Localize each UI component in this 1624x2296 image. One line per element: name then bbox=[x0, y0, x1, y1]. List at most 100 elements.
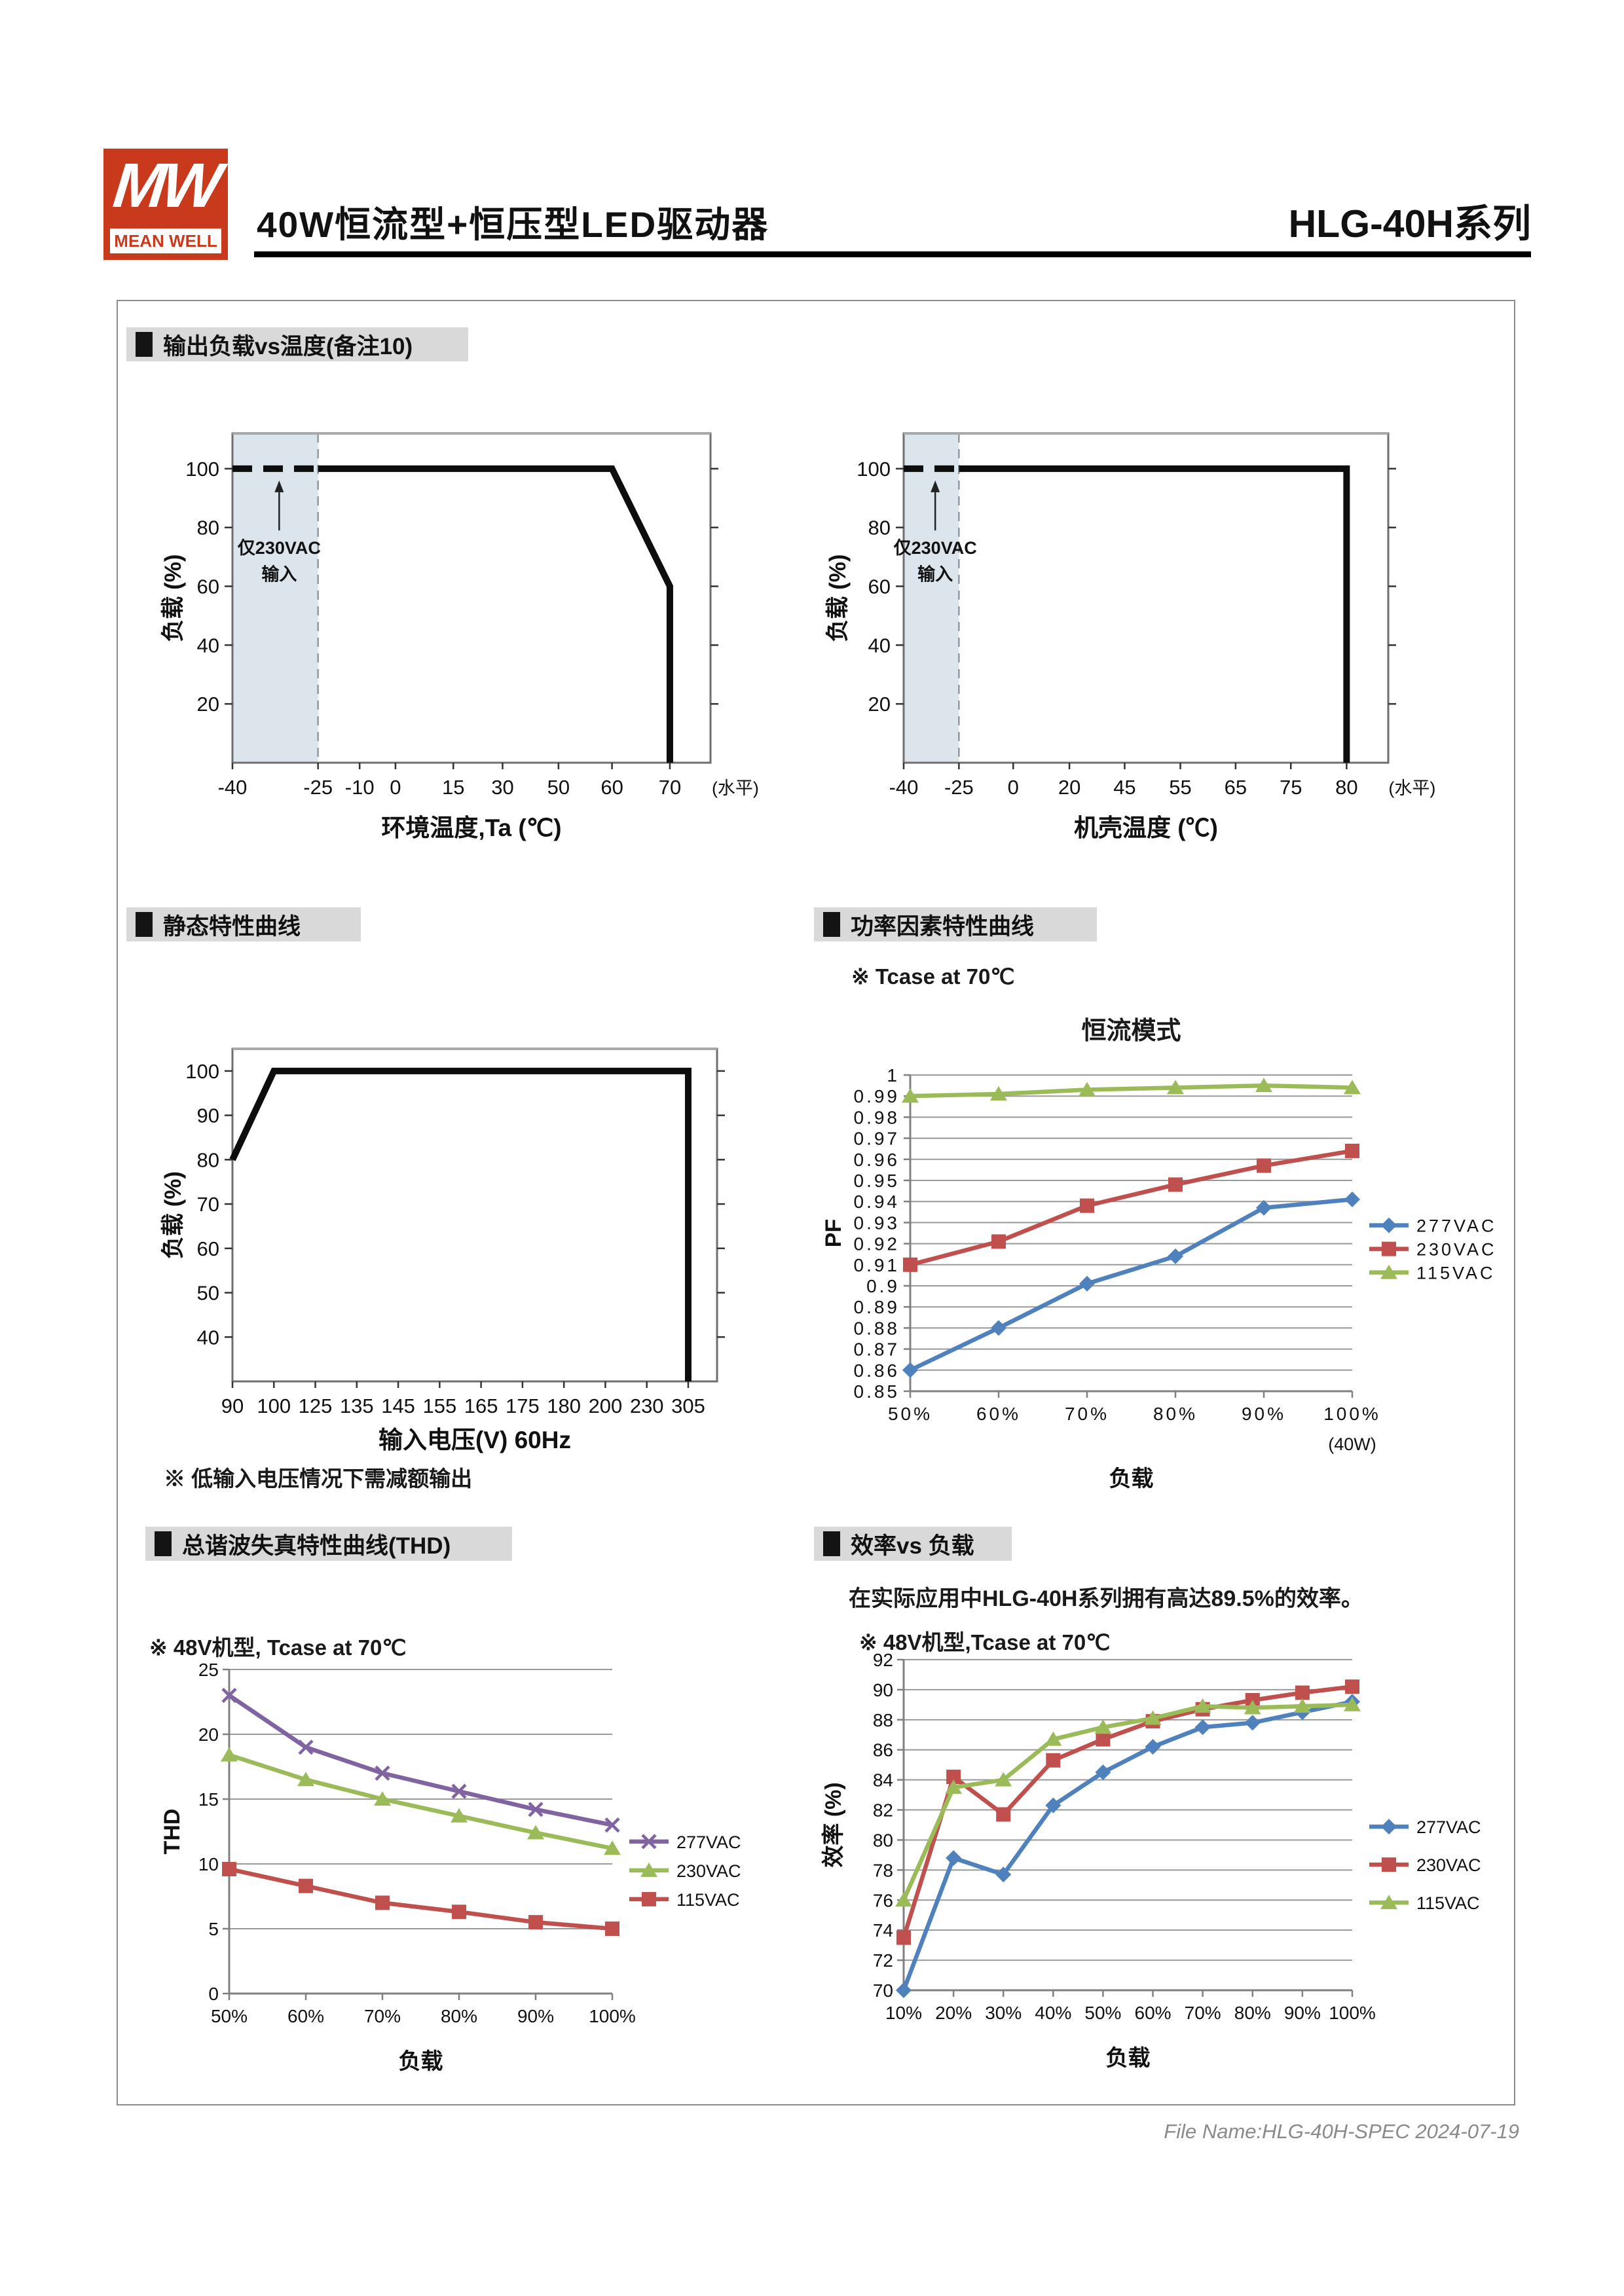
page-title: 40W恒流型+恒压型LED驱动器 bbox=[257, 204, 769, 245]
svg-text:76: 76 bbox=[873, 1890, 893, 1910]
svg-text:0: 0 bbox=[1008, 776, 1019, 799]
bullet-icon bbox=[155, 1531, 172, 1556]
svg-text:0.89: 0.89 bbox=[854, 1297, 900, 1317]
svg-text:50: 50 bbox=[197, 1282, 219, 1305]
svg-text:80: 80 bbox=[868, 517, 891, 539]
meanwell-logo: MW MEAN WELL bbox=[103, 149, 228, 260]
svg-text:0.94: 0.94 bbox=[854, 1192, 900, 1212]
svg-text:80: 80 bbox=[873, 1830, 893, 1850]
svg-text:80%: 80% bbox=[441, 2006, 477, 2026]
svg-text:90: 90 bbox=[197, 1104, 219, 1127]
footer-file-name: File Name:HLG-40H-SPEC 2024-07-19 bbox=[1164, 2120, 1519, 2143]
svg-text:0.92: 0.92 bbox=[854, 1234, 900, 1254]
svg-text:125: 125 bbox=[299, 1394, 333, 1417]
svg-text:输入: 输入 bbox=[261, 564, 297, 585]
svg-text:135: 135 bbox=[340, 1394, 374, 1417]
svg-text:0.98: 0.98 bbox=[854, 1107, 900, 1127]
pf-note: ※ Tcase at 70℃ bbox=[851, 964, 1015, 989]
svg-text:165: 165 bbox=[464, 1394, 498, 1417]
legend: 277VAC 230VAC 115VAC bbox=[1369, 1216, 1497, 1283]
svg-text:40: 40 bbox=[197, 634, 219, 657]
svg-text:55: 55 bbox=[1169, 776, 1191, 799]
thd-plot: 0 5 10 15 20 25 50% 60% 70% 80% 90% 100% 277VAC 230VA… bbox=[160, 1660, 741, 2074]
pf-plot: 0.850.860.870.880.890.90.910.920.930.940… bbox=[821, 1065, 1497, 1491]
svg-text:仅230VAC: 仅230VAC bbox=[238, 538, 321, 558]
svg-text:-40: -40 bbox=[889, 776, 919, 799]
section-title-label: 输出负载vs温度(备注10) bbox=[163, 333, 413, 359]
svg-text:25: 25 bbox=[198, 1660, 219, 1680]
section-title-pf: 功率因素特性曲线 bbox=[814, 907, 1097, 941]
svg-text:20%: 20% bbox=[935, 2003, 972, 2023]
svg-text:60%: 60% bbox=[976, 1404, 1021, 1424]
svg-text:15: 15 bbox=[442, 776, 464, 799]
svg-text:负载: 负载 bbox=[399, 2049, 443, 2074]
svg-text:40%: 40% bbox=[1035, 2003, 1071, 2023]
bullet-icon bbox=[136, 332, 153, 357]
svg-text:70: 70 bbox=[873, 1980, 893, 2001]
section-title-static: 静态特性曲线 bbox=[126, 907, 361, 941]
static-chart-note: ※ 低输入电压情况下需减额输出 bbox=[164, 1467, 473, 1491]
svg-text:-25: -25 bbox=[303, 776, 333, 799]
svg-text:50%: 50% bbox=[1084, 2003, 1121, 2023]
chart-thd: 0 5 10 15 20 25 50% 60% 70% 80% 90% 100% 277VAC 230VA… bbox=[157, 1656, 779, 2092]
legend: 277VAC 230VAC 115VAC bbox=[1369, 1817, 1481, 1913]
svg-text:输入电压(V) 60Hz: 输入电压(V) 60Hz bbox=[378, 1427, 571, 1453]
svg-text:负载: 负载 bbox=[1109, 1467, 1154, 1491]
svg-text:80: 80 bbox=[197, 517, 219, 539]
section-title-label: 效率vs 负载 bbox=[851, 1533, 974, 1559]
svg-text:90%: 90% bbox=[1284, 2003, 1321, 2023]
svg-text:-25: -25 bbox=[944, 776, 974, 799]
thd-note: ※ 48V机型, Tcase at 70℃ bbox=[149, 1635, 407, 1660]
svg-text:60%: 60% bbox=[1135, 2003, 1172, 2023]
svg-text:70: 70 bbox=[659, 776, 681, 799]
svg-text:0.85: 0.85 bbox=[854, 1381, 900, 1402]
svg-text:0.87: 0.87 bbox=[854, 1339, 900, 1360]
chart-ambient-derating: 20 40 60 80 100 -40 -25 -10 0 15 30 50 60 70 (水平) 仅230V… bbox=[157, 426, 766, 854]
svg-text:70%: 70% bbox=[1185, 2003, 1221, 2023]
svg-text:155: 155 bbox=[422, 1394, 456, 1417]
svg-text:60: 60 bbox=[600, 776, 623, 799]
bullet-icon bbox=[823, 912, 840, 937]
svg-text:305: 305 bbox=[671, 1394, 705, 1417]
svg-text:230VAC: 230VAC bbox=[1416, 1855, 1481, 1875]
svg-text:10: 10 bbox=[198, 1854, 219, 1874]
svg-text:0: 0 bbox=[208, 1984, 219, 2004]
svg-text:277VAC: 277VAC bbox=[1416, 1216, 1497, 1236]
eff-description: 在实际应用中HLG-40H系列拥有高达89.5%的效率。 bbox=[849, 1586, 1363, 1611]
chart-input-voltage: 40 50 60 70 80 90 100 90 100 125 135 145 155 165 175 18… bbox=[157, 1041, 766, 1470]
svg-text:82: 82 bbox=[873, 1800, 893, 1821]
svg-text:15: 15 bbox=[198, 1789, 219, 1810]
svg-text:100: 100 bbox=[185, 458, 219, 481]
svg-text:50: 50 bbox=[547, 776, 570, 799]
svg-text:92: 92 bbox=[873, 1650, 893, 1670]
chart-pf: 0.85 0.86 0.87 0.88 0.89 0.9 0.91 0.92 0.93 0.94 0… bbox=[819, 1065, 1513, 1496]
svg-text:负载 (%): 负载 (%) bbox=[825, 554, 851, 642]
pf-chart-title: 恒流模式 bbox=[1081, 1017, 1181, 1045]
svg-text:100: 100 bbox=[857, 458, 891, 481]
svg-text:88: 88 bbox=[873, 1710, 893, 1730]
svg-text:30%: 30% bbox=[985, 2003, 1022, 2023]
svg-text:0.99: 0.99 bbox=[854, 1086, 900, 1106]
title-underline bbox=[254, 251, 1531, 257]
svg-text:20: 20 bbox=[1058, 776, 1080, 799]
section-title-eff: 效率vs 负载 bbox=[814, 1527, 1012, 1561]
svg-text:115VAC: 115VAC bbox=[676, 1890, 740, 1910]
series-title: HLG-40H系列 bbox=[1288, 202, 1531, 246]
svg-text:75: 75 bbox=[1280, 776, 1302, 799]
svg-text:效率 (%): 效率 (%) bbox=[821, 1782, 846, 1867]
svg-text:60: 60 bbox=[197, 1237, 219, 1260]
svg-text:0.93: 0.93 bbox=[854, 1212, 900, 1233]
svg-text:60: 60 bbox=[197, 575, 219, 598]
svg-text:仅230VAC: 仅230VAC bbox=[894, 538, 977, 558]
svg-text:输入: 输入 bbox=[917, 564, 953, 585]
svg-text:60%: 60% bbox=[287, 2006, 324, 2026]
svg-text:负载 (%): 负载 (%) bbox=[160, 1171, 186, 1259]
svg-text:10%: 10% bbox=[885, 2003, 922, 2023]
svg-text:230: 230 bbox=[630, 1394, 664, 1417]
svg-text:0.88: 0.88 bbox=[854, 1318, 900, 1338]
svg-text:0.97: 0.97 bbox=[854, 1129, 900, 1149]
svg-text:80: 80 bbox=[1335, 776, 1357, 799]
svg-text:80: 80 bbox=[197, 1148, 219, 1171]
svg-text:180: 180 bbox=[547, 1394, 581, 1417]
